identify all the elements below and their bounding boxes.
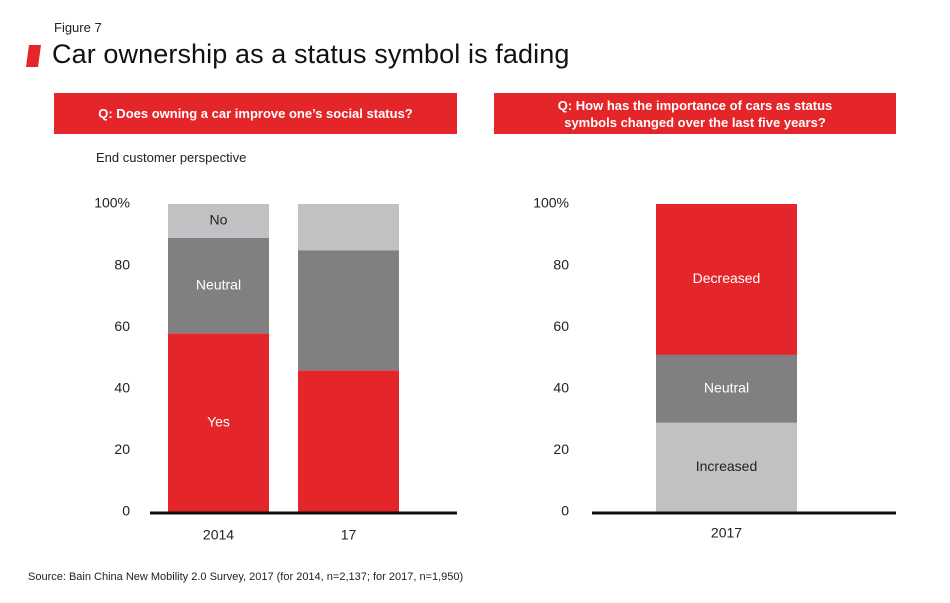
- figure-label: Figure 7: [54, 20, 102, 35]
- y-tick-label: 100%: [94, 195, 130, 211]
- y-tick-label: 20: [114, 441, 130, 457]
- y-tick-label: 40: [553, 380, 569, 396]
- data-label-decreased: Decreased: [693, 270, 761, 286]
- data-label-yes: Yes: [207, 413, 230, 429]
- y-tick-label: 80: [553, 256, 569, 272]
- bar-segment-yes: [168, 333, 269, 512]
- category-label: 2014: [203, 527, 234, 543]
- y-tick-label: 100%: [533, 195, 569, 211]
- data-label-increased: Increased: [696, 458, 757, 474]
- bar-segment-yes: [298, 370, 399, 512]
- question-banner-left: Q: Does owning a car improve one’s socia…: [54, 93, 457, 134]
- category-label: 2017: [711, 525, 742, 541]
- bar-segment-no: [168, 204, 269, 238]
- bar-segment-neutral: [298, 250, 399, 371]
- question-banner-right: Q: How has the importance of cars as sta…: [494, 93, 896, 134]
- y-tick-label: 0: [122, 503, 130, 519]
- category-label: 17: [341, 527, 357, 543]
- source-note: Source: Bain China New Mobility 2.0 Surv…: [28, 571, 464, 583]
- bar-segment-neutral: [168, 237, 269, 334]
- bar-segment-no: [298, 204, 399, 251]
- data-label-neutral: Neutral: [196, 276, 241, 292]
- y-tick-label: 40: [114, 380, 130, 396]
- data-label-neutral: Neutral: [704, 380, 749, 396]
- y-tick-label: 60: [553, 318, 569, 334]
- y-tick-label: 20: [553, 441, 569, 457]
- data-label-no: No: [210, 212, 228, 228]
- bar-segment-decreased: [656, 204, 797, 355]
- page-title: Car ownership as a status symbol is fadi…: [52, 39, 570, 69]
- y-tick-label: 80: [114, 256, 130, 272]
- title-accent-icon: [26, 45, 41, 67]
- y-tick-label: 0: [561, 503, 569, 519]
- bar-segment-neutral: [656, 354, 797, 423]
- chart-subtitle-left: End customer perspective: [96, 150, 247, 165]
- bar-segment-increased: [656, 422, 797, 512]
- y-tick-label: 60: [114, 318, 130, 334]
